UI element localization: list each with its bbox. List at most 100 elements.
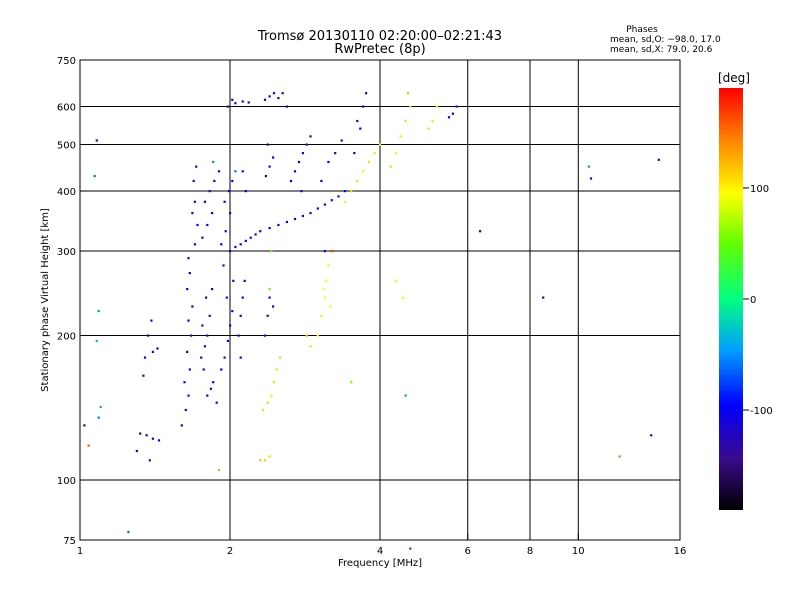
- data-point: [229, 324, 232, 327]
- data-point: [227, 190, 231, 193]
- data-point: [180, 424, 183, 427]
- data-point: [223, 200, 226, 203]
- data-point: [263, 334, 267, 337]
- data-point: [225, 296, 228, 299]
- y-tick-label: 500: [57, 141, 76, 152]
- data-point: [193, 243, 196, 246]
- data-point: [263, 459, 267, 462]
- data-point: [97, 416, 100, 419]
- y-tick-label: 600: [57, 103, 76, 114]
- data-point: [309, 345, 312, 348]
- data-point: [323, 203, 326, 206]
- grid-lines: [80, 60, 680, 540]
- colorbar-tick-label: 0: [750, 295, 756, 306]
- data-point: [268, 455, 271, 458]
- data-point: [150, 319, 153, 322]
- x-axis-label: Frequency [MHz]: [338, 558, 422, 569]
- data-point: [268, 296, 271, 299]
- data-point: [95, 339, 98, 342]
- data-point: [337, 195, 340, 198]
- data-point: [277, 97, 280, 100]
- data-point: [259, 459, 262, 462]
- data-point: [394, 279, 397, 282]
- data-point: [266, 143, 269, 146]
- colorbar-label: [deg]: [718, 71, 750, 85]
- data-point: [220, 368, 223, 371]
- y-tick-label: 400: [57, 187, 76, 198]
- data-point: [259, 230, 262, 233]
- data-point: [268, 165, 271, 168]
- data-point: [217, 468, 221, 472]
- data-point: [379, 143, 382, 146]
- y-tick-label: 75: [63, 536, 76, 547]
- data-point: [212, 160, 215, 164]
- data-point: [237, 334, 240, 337]
- x-tick-label: 16: [674, 546, 687, 557]
- data-point: [220, 243, 223, 246]
- data-point: [226, 339, 229, 342]
- data-point: [224, 230, 227, 233]
- data-point: [215, 401, 218, 404]
- data-point: [201, 236, 204, 239]
- data-point: [193, 200, 196, 203]
- data-point: [200, 356, 203, 359]
- data-point: [196, 223, 199, 227]
- data-point: [139, 432, 142, 435]
- data-point: [184, 408, 187, 412]
- data-point: [95, 139, 98, 142]
- data-point: [270, 394, 273, 397]
- data-point: [320, 314, 323, 317]
- data-point: [389, 165, 392, 168]
- phases-line-x: mean, sd,X: 79.0, 20.6: [610, 45, 713, 55]
- data-point: [151, 350, 154, 353]
- data-point: [208, 190, 211, 193]
- phases-line-o: mean, sd,O: −98.0, 17.0: [610, 35, 721, 45]
- data-point: [657, 158, 660, 161]
- data-point: [148, 459, 151, 462]
- data-point: [229, 250, 232, 253]
- data-point: [479, 230, 482, 233]
- data-point: [157, 439, 161, 442]
- data-point: [147, 334, 150, 337]
- chart-title: Tromsø 20130110 02:20:00–02:21:43: [257, 29, 502, 44]
- data-point: [142, 374, 145, 377]
- data-point: [618, 455, 621, 458]
- data-point: [190, 334, 193, 337]
- x-tick-label: 1: [77, 546, 83, 557]
- data-point: [350, 190, 353, 193]
- data-point: [285, 105, 288, 108]
- data-point: [316, 207, 319, 210]
- data-point: [87, 444, 90, 447]
- data-point: [301, 152, 304, 155]
- data-point: [362, 170, 365, 173]
- data-point: [229, 212, 232, 215]
- data-point: [234, 245, 237, 249]
- data-point: [277, 223, 280, 227]
- data-point: [186, 288, 189, 291]
- data-point: [208, 314, 211, 317]
- data-point: [455, 105, 458, 108]
- data-point: [249, 236, 252, 239]
- phases-heading: Phases: [626, 25, 658, 35]
- data-point: [373, 152, 376, 155]
- x-tick-label: 2: [227, 546, 233, 557]
- data-point: [191, 212, 194, 215]
- data-point: [272, 92, 276, 95]
- data-point: [231, 98, 234, 101]
- data-point: [275, 368, 278, 371]
- data-point: [217, 170, 221, 173]
- data-point: [241, 296, 244, 299]
- data-point: [404, 394, 407, 397]
- data-point: [362, 105, 365, 108]
- data-point: [323, 296, 326, 299]
- data-point: [281, 92, 284, 95]
- data-point: [156, 347, 159, 350]
- data-point: [350, 381, 353, 384]
- data-point: [231, 179, 234, 183]
- data-point: [353, 152, 356, 155]
- data-point: [83, 424, 86, 427]
- data-points: [83, 92, 660, 550]
- data-point: [447, 116, 451, 119]
- data-point: [309, 212, 312, 215]
- data-point: [232, 279, 235, 282]
